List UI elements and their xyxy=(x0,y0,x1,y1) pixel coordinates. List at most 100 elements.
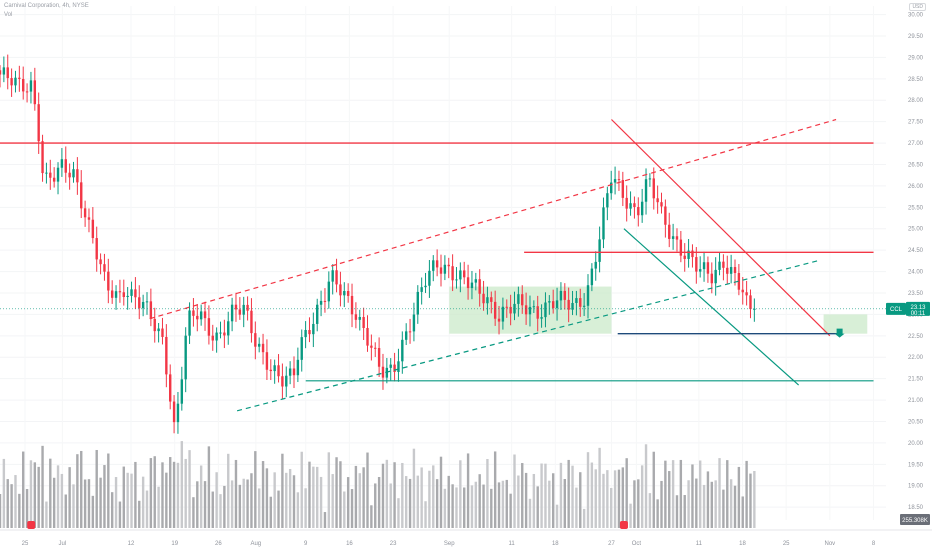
candle-body xyxy=(652,178,655,199)
volume-bar xyxy=(567,459,570,528)
volume-bar xyxy=(687,480,690,528)
candle-body xyxy=(285,375,288,387)
volume-bar xyxy=(165,472,168,528)
candle-body xyxy=(687,250,690,259)
candle-body xyxy=(571,302,574,310)
grid xyxy=(0,6,886,520)
green-trend-line xyxy=(623,228,800,386)
volume-bar xyxy=(571,465,574,528)
channel-bottom-dashed xyxy=(236,260,818,412)
candle-body xyxy=(586,285,590,306)
volume-bar xyxy=(141,476,145,528)
candle-body xyxy=(474,279,478,283)
volume-bar xyxy=(590,462,594,528)
countdown-label: 00:11 xyxy=(911,311,926,317)
candle-body xyxy=(288,368,292,376)
candle-body xyxy=(668,224,671,239)
chart-title: Carnival Corporation, 4h, NYSE xyxy=(4,3,89,9)
candle-body xyxy=(277,365,280,377)
volume-bar xyxy=(509,493,512,528)
candle-body xyxy=(675,236,679,240)
volume-bar xyxy=(617,469,621,528)
candle-body xyxy=(443,264,447,274)
candle-body xyxy=(536,306,539,319)
volume-bar xyxy=(439,456,443,528)
candle-body xyxy=(610,182,613,194)
volume-badge xyxy=(900,514,930,525)
candle-body xyxy=(230,304,234,322)
candle-body xyxy=(582,305,586,307)
candle-body xyxy=(698,269,702,272)
volume-bar xyxy=(242,478,245,528)
volume-bar xyxy=(381,463,385,528)
annotation-lines[interactable] xyxy=(0,118,874,412)
candle-body xyxy=(122,292,125,297)
price-badge xyxy=(906,301,930,316)
candle-body xyxy=(691,250,694,258)
candle-body xyxy=(602,207,605,240)
candle-body xyxy=(83,208,87,218)
candle-body xyxy=(95,238,98,260)
volume-bar xyxy=(551,473,555,528)
candle-body xyxy=(567,299,570,310)
volume-bar xyxy=(517,475,520,528)
volume-bar xyxy=(203,481,207,528)
volume-bar xyxy=(172,461,176,528)
currency-label[interactable]: USD xyxy=(909,3,926,11)
candle-body xyxy=(710,273,713,284)
candle-body xyxy=(327,281,331,302)
candle-body xyxy=(397,361,400,372)
candle-body xyxy=(107,271,110,291)
symbol-label: CCL xyxy=(890,307,903,313)
candle-body xyxy=(343,291,346,296)
candle-body xyxy=(335,270,338,285)
volume-bar xyxy=(335,457,338,528)
price-tick-label: 28.50 xyxy=(908,77,924,83)
volume-bar xyxy=(397,498,400,528)
candle-body xyxy=(219,332,222,334)
time-axis[interactable]: 25 Jul 12 19 26 Aug 9 16 23 Sep 11 18 27 Oct 11 18 25 Nov… xyxy=(0,529,932,547)
candle-body xyxy=(749,295,752,310)
volume-bar xyxy=(199,465,203,528)
price-tick-label: 25.00 xyxy=(908,227,924,233)
candle-body xyxy=(381,366,385,378)
volume-bar xyxy=(362,467,365,528)
volume-bar xyxy=(56,465,60,528)
candle-body xyxy=(524,305,528,315)
candle-body xyxy=(45,172,48,174)
time-tick-label: 25 xyxy=(22,541,29,547)
volume-bar xyxy=(575,487,578,528)
volume-bar xyxy=(726,460,729,528)
volume-bar xyxy=(296,492,300,528)
candle-body xyxy=(741,289,744,293)
time-tick-label: Aug xyxy=(250,541,261,547)
volume-bar xyxy=(420,467,423,528)
candle-body xyxy=(207,318,211,336)
volume-bar xyxy=(126,472,129,528)
volume-bar xyxy=(95,449,98,528)
candle-body xyxy=(103,264,106,272)
volume-bar xyxy=(188,450,191,528)
volume-bar xyxy=(130,473,133,528)
candle-body xyxy=(0,70,2,75)
price-axis[interactable]: 30.00 29.50 29.00 28.50 28.00 27.50 27.00 26.50… xyxy=(908,13,924,512)
downtrend-line xyxy=(611,119,831,337)
candle-body xyxy=(323,300,327,302)
volume-bar xyxy=(339,461,342,528)
candle-body xyxy=(312,323,315,335)
volume-bar xyxy=(555,504,559,528)
candle-body xyxy=(497,318,501,322)
volume-bar xyxy=(660,480,663,528)
candle-body xyxy=(753,308,756,310)
price-tick-label: 29.50 xyxy=(908,34,924,40)
candle-body xyxy=(629,203,632,209)
candle-body xyxy=(126,295,129,297)
volume-bar xyxy=(207,446,211,528)
candle-body xyxy=(637,207,640,216)
volume-bar xyxy=(404,476,408,528)
candle-body xyxy=(404,331,408,340)
candle-body xyxy=(617,179,621,181)
time-tick-label: 27 xyxy=(608,541,615,547)
candle-body xyxy=(215,332,218,341)
